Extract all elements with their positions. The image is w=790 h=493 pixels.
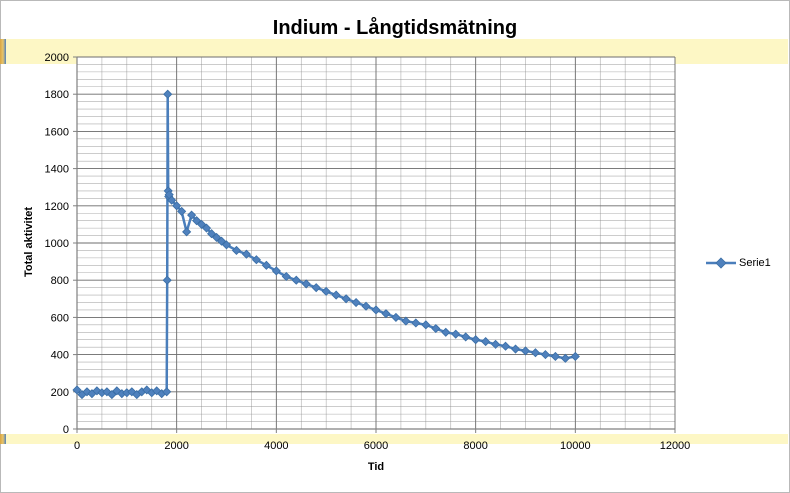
- x-tick-label: 12000: [660, 440, 691, 452]
- x-tick-label: 4000: [264, 440, 288, 452]
- data-point: [550, 351, 560, 362]
- data-point: [261, 260, 271, 270]
- data-point: [351, 297, 361, 308]
- data-point: [216, 236, 227, 246]
- data-point: [162, 275, 172, 285]
- data-point: [411, 318, 421, 328]
- data-point: [163, 89, 173, 99]
- data-point: [197, 219, 207, 229]
- footer-highlight-band: [2, 434, 788, 444]
- y-tick-label: 200: [51, 387, 69, 399]
- data-point: [361, 301, 371, 311]
- data-point: [331, 290, 341, 300]
- data-point: [530, 348, 541, 358]
- y-tick-label: 400: [51, 350, 69, 362]
- data-point: [241, 249, 251, 259]
- y-tick-label: 1000: [45, 238, 69, 250]
- data-point: [441, 327, 451, 337]
- data-point: [301, 279, 311, 289]
- data-point: [421, 320, 431, 330]
- data-point: [461, 332, 471, 342]
- row-header-stub-bottom: [0, 434, 6, 444]
- data-point: [501, 341, 511, 351]
- legend: Serie1: [706, 257, 771, 269]
- x-tick-label: 6000: [364, 440, 388, 452]
- data-point: [107, 390, 117, 400]
- y-tick-label: 1400: [45, 164, 69, 176]
- y-tick-label: 1800: [45, 89, 69, 101]
- data-point: [371, 305, 381, 315]
- data-point: [451, 329, 461, 339]
- data-point: [206, 229, 217, 239]
- data-point: [251, 255, 261, 265]
- data-point: [172, 201, 182, 211]
- data-point: [211, 232, 222, 242]
- data-point: [192, 216, 202, 226]
- x-axis-label: Tid: [368, 461, 384, 473]
- data-point: [540, 350, 550, 360]
- y-tick-label: 800: [51, 275, 69, 287]
- legend-marker-icon: [706, 257, 736, 269]
- y-tick-label: 1600: [45, 126, 69, 138]
- y-tick-label: 0: [63, 424, 69, 436]
- y-tick-label: 1200: [45, 201, 69, 213]
- data-point: [391, 312, 401, 322]
- data-point: [231, 245, 242, 256]
- data-point: [401, 316, 411, 326]
- data-point: [202, 223, 212, 233]
- data-point: [560, 353, 570, 363]
- y-tick-label: 2000: [45, 52, 69, 64]
- data-point: [72, 385, 82, 395]
- data-point: [311, 283, 321, 293]
- data-point: [321, 286, 331, 296]
- x-tick-label: 10000: [560, 440, 591, 452]
- data-point: [481, 337, 491, 347]
- data-point: [570, 351, 580, 362]
- x-tick-label: 2000: [164, 440, 188, 452]
- data-point: [182, 227, 192, 237]
- data-point: [520, 346, 531, 356]
- data-point: [167, 195, 177, 205]
- data-point: [221, 240, 232, 250]
- data-point: [341, 294, 351, 304]
- data-point: [381, 309, 391, 319]
- data-point: [510, 344, 521, 354]
- data-point: [431, 323, 441, 334]
- row-header-stub-top: [0, 39, 6, 64]
- series-layer: [72, 89, 580, 400]
- x-tick-label: 0: [74, 440, 80, 452]
- data-point: [291, 275, 301, 285]
- data-point: [177, 206, 187, 216]
- data-point: [281, 271, 291, 282]
- data-point: [491, 339, 501, 349]
- data-point: [187, 210, 197, 220]
- data-point: [162, 387, 172, 397]
- grid-layer: [76, 56, 676, 430]
- y-tick-label: 600: [51, 312, 69, 324]
- data-point: [271, 266, 281, 276]
- x-tick-label: 8000: [463, 440, 487, 452]
- chart-title: Indium - Långtidsmätning: [273, 16, 517, 39]
- data-point: [471, 335, 481, 345]
- legend-label: Serie1: [739, 257, 771, 269]
- axis-layer: 0 200 400 600 800 1000 1200 1400 1600 1800 2000 0 20…: [45, 52, 691, 452]
- y-axis-label: Total aktivitet: [23, 207, 35, 277]
